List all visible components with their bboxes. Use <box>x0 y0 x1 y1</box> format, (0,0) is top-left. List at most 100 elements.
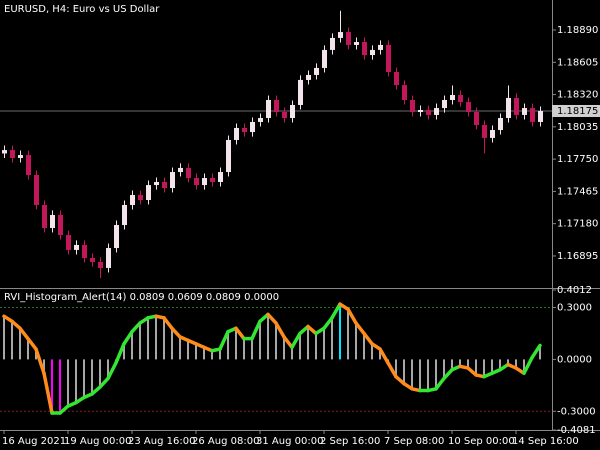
candle-body <box>170 172 175 188</box>
rvi-line-segment <box>162 316 174 331</box>
candle-body <box>346 32 351 45</box>
candle-body <box>146 185 151 201</box>
x-tick-label: 31 Aug 00:00 <box>256 436 323 447</box>
rvi-line-segment <box>442 368 454 381</box>
rvi-line-segment <box>434 376 446 391</box>
candle-body <box>530 108 535 122</box>
y-tick-label: -0.3000 <box>557 406 596 417</box>
candle-body <box>154 181 159 186</box>
candle-body <box>322 49 327 68</box>
rvi-line-segment <box>378 347 390 365</box>
y-tick-label: 0.0000 <box>557 354 592 365</box>
x-tick-label: 10 Sep 00:00 <box>448 436 515 447</box>
rvi-line-segment <box>466 366 478 377</box>
rvi-line-segment <box>322 316 334 331</box>
candle-body <box>538 110 543 122</box>
rvi-line-segment <box>114 342 126 365</box>
candle-body <box>402 85 407 101</box>
y-tick-label: 1.16895 <box>557 251 598 262</box>
candle-body <box>498 118 503 131</box>
candle-body <box>98 261 103 268</box>
candle-body <box>410 100 415 113</box>
candle-body <box>290 104 295 119</box>
rvi-line-segment <box>10 319 22 331</box>
candle-body <box>242 127 247 133</box>
candle-body <box>354 42 359 45</box>
x-tick-label: 26 Aug 08:00 <box>192 436 259 447</box>
candle-body <box>34 174 39 205</box>
candle-body <box>90 257 95 262</box>
rvi-line-segment <box>354 321 366 336</box>
rvi-line-segment <box>290 331 302 350</box>
candle-body <box>234 127 239 140</box>
rvi-line-segment <box>98 376 110 389</box>
candle-body <box>266 100 271 119</box>
indicator-title: RVI_Histogram_Alert(14) 0.0809 0.0609 0.… <box>4 292 279 303</box>
candle-body <box>210 178 215 182</box>
candle-body <box>66 234 71 250</box>
candle-body <box>138 195 143 201</box>
candle-body <box>50 214 55 228</box>
candle-body <box>330 37 335 50</box>
last-price-box <box>552 104 600 117</box>
rvi-line-segment <box>234 326 246 341</box>
rvi-line-segment <box>346 307 358 325</box>
y-tick-label: 0.3000 <box>557 303 592 314</box>
candle-body <box>474 112 479 126</box>
candle-body <box>82 244 87 258</box>
rvi-line-segment <box>306 324 318 336</box>
candle-body <box>186 167 191 179</box>
candle-body <box>194 178 199 186</box>
last-price-label: 1.18175 <box>557 106 598 117</box>
candle-body <box>202 178 207 186</box>
candle-body <box>378 44 383 50</box>
candle-body <box>466 102 471 113</box>
y-tick-label: 1.18320 <box>557 90 598 101</box>
candle-body <box>418 109 423 113</box>
rvi-line-segment <box>58 404 70 415</box>
rvi-line-segment <box>106 361 118 381</box>
candle-body <box>2 150 7 154</box>
rvi-line-segment <box>170 326 182 339</box>
rvi-line-segment <box>258 312 270 324</box>
rvi-line-segment <box>298 324 310 336</box>
candle-body <box>58 214 63 235</box>
candle-body <box>258 118 263 122</box>
rvi-line-segment <box>18 326 30 341</box>
candle-body <box>434 108 439 115</box>
chart-title: EURUSD, H4: Euro vs US Dollar <box>4 4 160 15</box>
candle-body <box>442 100 447 109</box>
rvi-line-segment <box>362 331 374 346</box>
y-tick-label: 1.18035 <box>557 122 598 133</box>
candle-body <box>218 172 223 182</box>
rvi-line-segment <box>530 343 542 360</box>
candle-body <box>314 67 319 75</box>
x-tick-label: 19 Aug 00:00 <box>64 436 131 447</box>
candle-body <box>226 139 231 173</box>
candle-body <box>18 155 23 158</box>
y-tick-label: -0.4081 <box>557 425 596 436</box>
candle-body <box>106 248 111 268</box>
candle-body <box>514 97 519 115</box>
y-tick-label: 1.18890 <box>557 25 598 36</box>
candle-body <box>506 97 511 119</box>
candle-body <box>386 44 391 73</box>
rvi-line-segment <box>522 355 534 375</box>
x-tick-label: 23 Aug 16:00 <box>128 436 195 447</box>
candle-body <box>482 125 487 138</box>
candle-body <box>522 108 527 115</box>
y-tick-label: 0.4012 <box>557 285 592 296</box>
rvi-line-segment <box>130 321 142 334</box>
y-tick-label: 1.18605 <box>557 57 598 68</box>
candle-body <box>426 109 431 115</box>
rvi-line-segment <box>122 329 134 346</box>
candle-body <box>362 42 367 56</box>
rvi-line-segment <box>42 371 54 415</box>
candle-body <box>162 181 167 188</box>
candle-body <box>298 79 303 105</box>
rvi-line-segment <box>266 312 278 325</box>
y-tick-label: 1.17465 <box>557 186 598 197</box>
x-tick-label: 14 Sep 16:00 <box>512 436 579 447</box>
rvi-line-segment <box>282 335 294 350</box>
